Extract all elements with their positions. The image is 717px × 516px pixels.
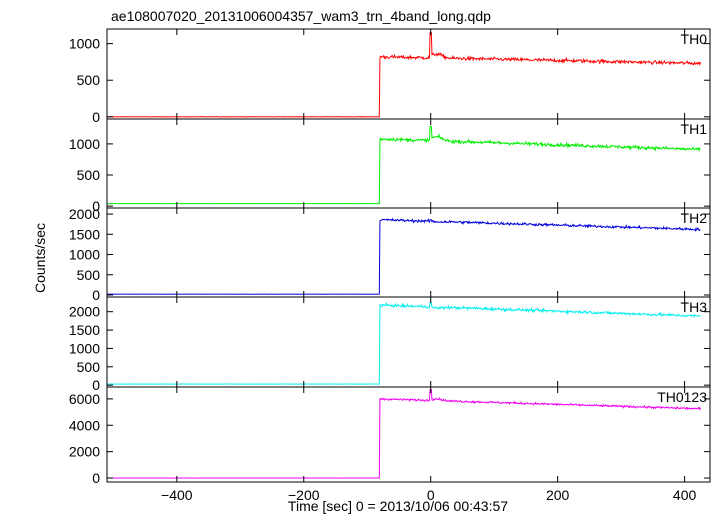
y-tick-label: 500 [77, 167, 101, 183]
series-line-th0123 [107, 389, 701, 479]
panels-group: 0 500 1000 TH0 0 500 1000 TH1 0 500 1000 1500 2000 TH… [69, 28, 711, 486]
y-tick-label: 0 [92, 198, 100, 214]
panel-th0: 0 500 1000 TH0 [69, 28, 711, 125]
y-tick-label: 2000 [69, 444, 100, 460]
series-line-th1 [106, 125, 701, 205]
y-tick-label: 0 [92, 109, 100, 125]
y-tick-label: 500 [77, 359, 101, 375]
x-axis: −400 −200 0 200 400 [161, 487, 696, 503]
y-tick-label: 1000 [69, 247, 100, 263]
y-tick-label: 500 [77, 267, 101, 283]
panel-label-th2: TH2 [681, 210, 708, 226]
panel-label-th0: TH0 [681, 31, 708, 47]
series-line-th3 [106, 302, 701, 385]
y-tick-label: 4000 [69, 417, 100, 433]
panel-frame [106, 386, 711, 483]
y-tick-label: 1000 [69, 340, 100, 356]
y-tick-label: 6000 [69, 391, 100, 407]
series-line-th0 [106, 32, 701, 118]
y-tick-label: 1500 [69, 226, 100, 242]
y-tick-label: 0 [92, 377, 100, 393]
x-tick-label: −400 [161, 487, 193, 503]
x-tick-label: 400 [673, 487, 697, 503]
y-tick-label: 2000 [69, 206, 100, 222]
panel-th1: 0 500 1000 TH1 [69, 118, 711, 214]
panel-th3: 0 500 1000 1500 2000 TH3 [69, 296, 711, 393]
x-axis-label: Time [sec] 0 = 2013/10/06 00:43:57 [288, 498, 508, 514]
y-axis-label: Counts/sec [32, 223, 48, 293]
y-tick-label: 1500 [69, 322, 100, 338]
y-tick-label: 1000 [69, 36, 100, 52]
panel-frame [106, 28, 711, 120]
x-tick-label: −200 [288, 487, 320, 503]
panel-label-th1: TH1 [681, 121, 708, 137]
x-tick-label: 0 [427, 487, 435, 503]
series-line-th2 [106, 217, 701, 295]
panel-th0123: 0 2000 4000 6000 TH0123 [69, 386, 711, 486]
y-tick-label: 2000 [69, 304, 100, 320]
chart-title: ae108007020_20131006004357_wam3_trn_4ban… [111, 8, 491, 24]
x-tick-label: 200 [546, 487, 570, 503]
y-tick-label: 500 [77, 72, 101, 88]
panel-frame [106, 118, 711, 209]
panel-label-th3: TH3 [681, 299, 708, 315]
y-tick-label: 1000 [69, 136, 100, 152]
y-tick-label: 0 [92, 287, 100, 303]
panel-label-th0123: TH0123 [657, 389, 707, 405]
panel-th2: 0 500 1000 1500 2000 TH2 [69, 206, 711, 303]
panel-frame [106, 296, 711, 388]
y-tick-label: 0 [92, 470, 100, 486]
